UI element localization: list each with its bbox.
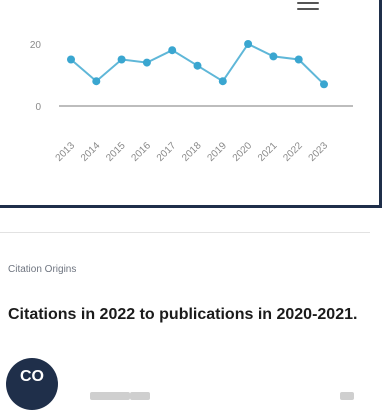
data-point	[218, 77, 227, 86]
y-tick-label: 20	[30, 40, 42, 51]
y-tick-label: 0	[35, 102, 41, 113]
x-tick-label: 2018	[180, 140, 204, 164]
section-label: Citation Origins	[8, 264, 77, 275]
data-point	[269, 52, 278, 61]
x-tick-label: 2017	[155, 140, 179, 164]
section-divider	[0, 232, 370, 233]
section-heading: Citations in 2022 to publications in 202…	[8, 306, 358, 323]
x-tick-label: 2020	[231, 140, 255, 164]
cut-off-text	[130, 392, 150, 400]
cut-off-text	[90, 392, 130, 400]
data-point	[168, 46, 177, 55]
citations-chart-card: 0 20 2013 2014 2015 2016 2017 2018 2019 2020 2021 2…	[0, 0, 382, 208]
x-tick-label: 2021	[256, 140, 280, 164]
hamburger-menu-icon[interactable]	[297, 0, 319, 10]
x-tick-label: 2019	[205, 140, 229, 164]
data-point	[294, 55, 303, 64]
x-tick-label: 2022	[281, 140, 305, 164]
menu-bar	[297, 2, 319, 4]
x-tick-label: 2023	[307, 140, 331, 164]
data-point	[67, 55, 75, 64]
x-tick-label: 2013	[54, 140, 78, 164]
data-point	[244, 40, 253, 48]
cut-off-text	[340, 392, 354, 400]
data-point	[117, 55, 126, 64]
x-tick-label: 2016	[130, 140, 154, 164]
data-point	[142, 58, 151, 67]
citation-origins-fab[interactable]: CO	[6, 358, 58, 410]
partially-visible-content	[60, 392, 360, 404]
data-point	[92, 77, 101, 86]
data-point	[320, 80, 328, 89]
x-tick-label: 2015	[104, 140, 128, 164]
x-tick-label: 2014	[79, 140, 103, 164]
menu-bar	[297, 8, 319, 10]
data-point	[193, 61, 202, 70]
fab-label: CO	[20, 368, 44, 385]
